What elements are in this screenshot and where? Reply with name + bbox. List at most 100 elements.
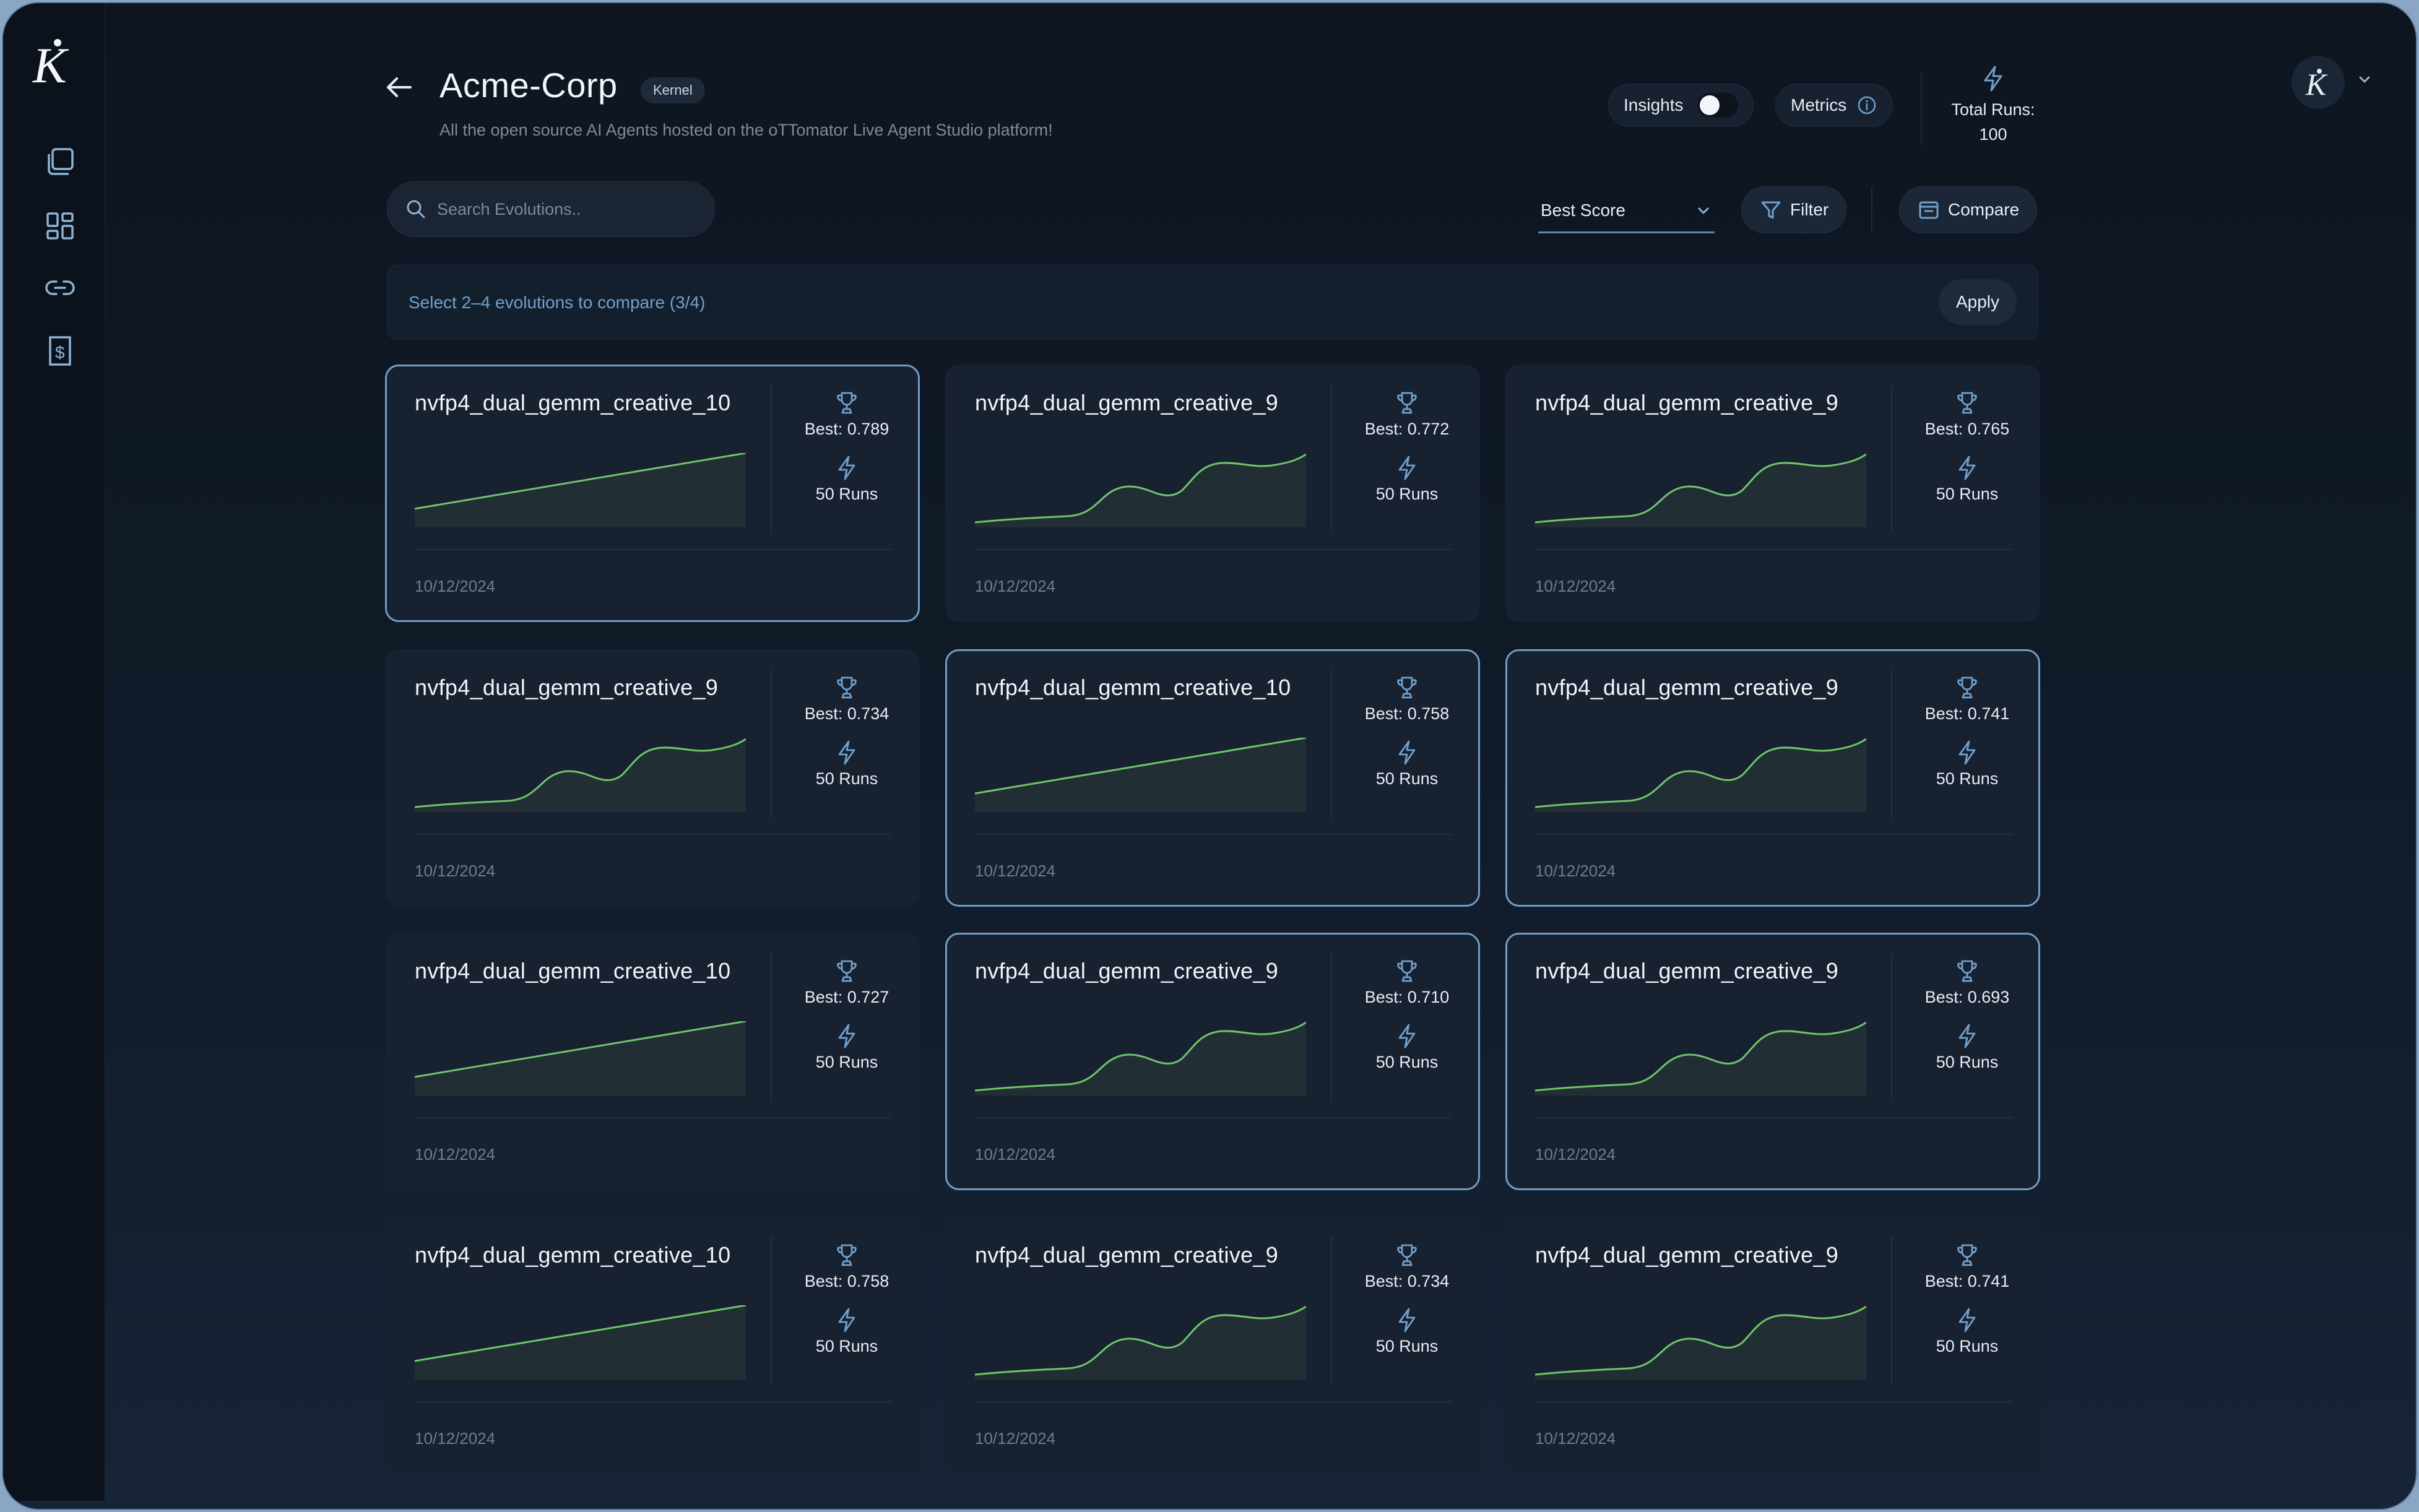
filter-button[interactable]: Filter	[1741, 186, 1847, 233]
card-date: 10/12/2024	[975, 862, 1056, 880]
avatar[interactable]: K	[2291, 56, 2345, 109]
run-count: 50 Runs	[1936, 769, 1999, 788]
best-score: Best: 0.758	[804, 1272, 889, 1290]
card-stats: Best: 0.765 50 Runs	[1892, 390, 2042, 504]
sparkline-chart	[1535, 1021, 1866, 1095]
kernel-badge: Kernel	[641, 77, 705, 103]
evolution-name: nvfp4_dual_gemm_creative_9	[975, 1242, 1279, 1268]
best-score: Best: 0.710	[1364, 988, 1450, 1006]
bolt-icon	[1398, 1308, 1416, 1333]
grid-icon[interactable]	[43, 209, 77, 243]
apply-button[interactable]: Apply	[1938, 279, 2017, 325]
card-date: 10/12/2024	[415, 862, 496, 880]
insights-label: Insights	[1624, 95, 1684, 114]
sparkline-chart	[415, 738, 746, 812]
trophy-icon	[1397, 960, 1417, 982]
card-stats: Best: 0.758 50 Runs	[772, 1242, 922, 1356]
card-divider	[1331, 953, 1332, 1102]
layers-icon[interactable]	[43, 144, 77, 179]
evolution-card[interactable]: nvfp4_dual_gemm_creative_9 Best: 0.741 5…	[1505, 1217, 2040, 1474]
card-date: 10/12/2024	[415, 1145, 496, 1164]
bolt-icon	[1958, 740, 1976, 765]
card-date: 10/12/2024	[975, 1429, 1056, 1448]
k-logo-icon[interactable]: K	[28, 34, 90, 93]
best-score: Best: 0.734	[1364, 1272, 1450, 1290]
evolution-name: nvfp4_dual_gemm_creative_10	[415, 958, 731, 983]
evolution-card[interactable]: nvfp4_dual_gemm_creative_10 Best: 0.758 …	[945, 649, 1480, 907]
card-separator	[975, 834, 1452, 835]
toggle-switch[interactable]	[1697, 93, 1738, 118]
card-divider	[771, 670, 772, 818]
best-score: Best: 0.693	[1924, 988, 2010, 1006]
card-stats: Best: 0.789 50 Runs	[772, 390, 922, 504]
card-separator	[1535, 1401, 2012, 1402]
sparkline-chart	[415, 1305, 746, 1380]
evolution-card[interactable]: nvfp4_dual_gemm_creative_9 Best: 0.741 5…	[1505, 649, 2040, 907]
card-separator	[415, 1401, 891, 1402]
card-divider	[1331, 670, 1332, 818]
trophy-icon	[1397, 676, 1417, 699]
svg-text:$: $	[55, 343, 65, 362]
total-runs-label: Total Runs:	[1951, 100, 2035, 119]
card-stats: Best: 0.693 50 Runs	[1892, 958, 2042, 1072]
sparkline-chart	[975, 1305, 1306, 1380]
chevron-down-icon[interactable]	[2355, 70, 2374, 89]
bolt-icon	[1398, 740, 1416, 765]
compare-message: Select 2–4 evolutions to compare (3/4)	[409, 293, 706, 312]
total-runs: Total Runs: 100	[1947, 65, 2040, 147]
bolt-icon	[1958, 1024, 1976, 1048]
filter-label: Filter	[1790, 200, 1829, 219]
sparkline-chart	[975, 453, 1306, 527]
run-count: 50 Runs	[815, 1053, 878, 1071]
compare-label: Compare	[1948, 200, 2020, 219]
card-divider	[771, 953, 772, 1102]
trophy-icon	[1957, 676, 1977, 699]
card-stats: Best: 0.734 50 Runs	[1332, 1242, 1482, 1356]
card-divider	[1331, 385, 1332, 534]
card-date: 10/12/2024	[975, 577, 1056, 595]
evolution-card[interactable]: nvfp4_dual_gemm_creative_9 Best: 0.772 5…	[945, 365, 1480, 622]
evolution-card[interactable]: nvfp4_dual_gemm_creative_10 Best: 0.727 …	[385, 933, 920, 1190]
metrics-button[interactable]: Metrics	[1775, 84, 1893, 127]
evolution-card[interactable]: nvfp4_dual_gemm_creative_9 Best: 0.710 5…	[945, 933, 1480, 1190]
run-count: 50 Runs	[1936, 1337, 1999, 1355]
sparkline-chart	[1535, 1305, 1866, 1380]
evolution-name: nvfp4_dual_gemm_creative_10	[975, 675, 1291, 700]
card-date: 10/12/2024	[975, 1145, 1056, 1164]
compare-icon	[1919, 201, 1939, 219]
evolution-card[interactable]: nvfp4_dual_gemm_creative_10 Best: 0.758 …	[385, 1217, 920, 1474]
evolution-card[interactable]: nvfp4_dual_gemm_creative_9 Best: 0.693 5…	[1505, 933, 2040, 1190]
evolution-card[interactable]: nvfp4_dual_gemm_creative_9 Best: 0.734 5…	[945, 1217, 1480, 1474]
back-arrow-icon[interactable]	[382, 70, 417, 105]
evolution-card[interactable]: nvfp4_dual_gemm_creative_9 Best: 0.734 5…	[385, 649, 920, 907]
billing-icon[interactable]: $	[43, 334, 77, 368]
evolution-name: nvfp4_dual_gemm_creative_9	[1535, 958, 1839, 983]
card-separator	[1535, 1117, 2012, 1118]
card-stats: Best: 0.734 50 Runs	[772, 675, 922, 788]
bolt-icon	[838, 740, 855, 765]
card-separator	[415, 834, 891, 835]
search-input[interactable]	[437, 199, 697, 219]
bolt-icon	[1984, 66, 2002, 92]
card-separator	[415, 1117, 891, 1118]
trophy-icon	[1957, 960, 1977, 982]
search-box[interactable]	[387, 181, 715, 237]
search-icon	[407, 200, 425, 218]
sort-select[interactable]: Best Score	[1538, 189, 1715, 233]
card-divider	[1891, 670, 1892, 818]
evolution-card[interactable]: nvfp4_dual_gemm_creative_9 Best: 0.765 5…	[1505, 365, 2040, 622]
trophy-icon	[837, 960, 857, 982]
compare-button[interactable]: Compare	[1899, 186, 2038, 233]
best-score: Best: 0.727	[804, 988, 889, 1006]
best-score: Best: 0.772	[1364, 420, 1450, 438]
insights-toggle[interactable]: Insights	[1608, 84, 1754, 127]
best-score: Best: 0.741	[1924, 1272, 2010, 1290]
compare-banner: Select 2–4 evolutions to compare (3/4) A…	[387, 265, 2038, 339]
card-date: 10/12/2024	[1535, 577, 1616, 595]
run-count: 50 Runs	[815, 769, 878, 788]
trophy-icon	[1957, 1244, 1977, 1266]
link-icon[interactable]	[43, 270, 77, 305]
evolution-card[interactable]: nvfp4_dual_gemm_creative_10 Best: 0.789 …	[385, 365, 920, 622]
metrics-label: Metrics	[1791, 95, 1847, 114]
